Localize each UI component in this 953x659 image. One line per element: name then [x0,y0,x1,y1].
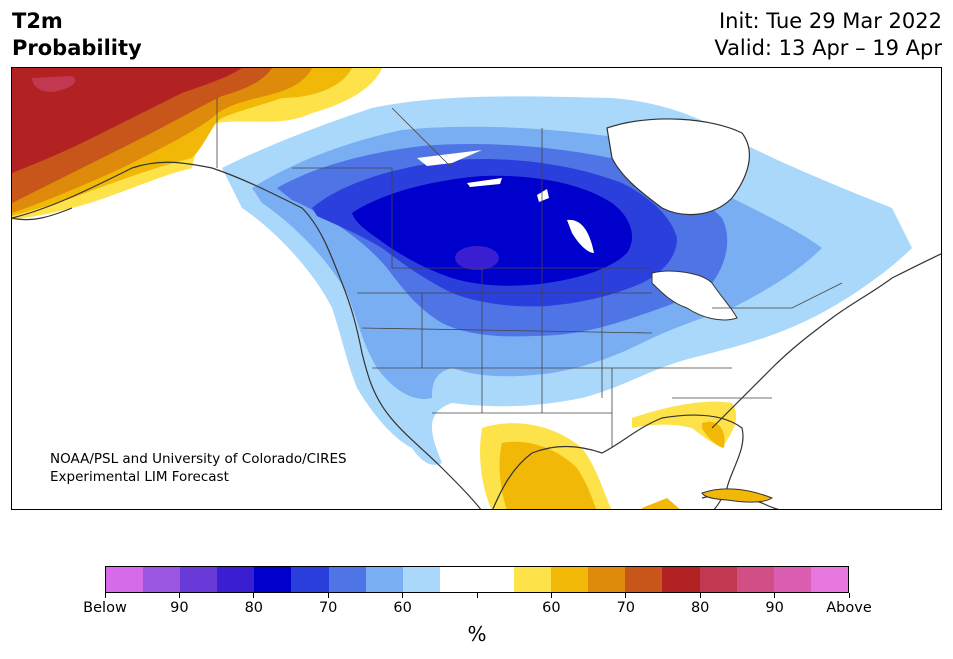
colorbar-tick [774,593,776,598]
colorbar-segment [699,567,737,592]
colorbar-segment [439,567,477,592]
colorbar-tick-label: 80 [690,600,710,616]
political-borders [216,98,843,448]
colorbar-segment [810,567,848,592]
colorbar-tick [699,593,701,598]
colorbar-tick [178,593,180,598]
probability-colorbar [105,566,849,593]
colorbar-tick-label: 70 [318,600,338,616]
colorbar-tick [402,593,404,598]
colorbar-tick-label: Below [83,600,127,616]
colorbar-segment [736,567,774,592]
colorbar-segment [773,567,811,592]
credit-line-1: NOAA/PSL and University of Colorado/CIRE… [50,451,347,467]
colorbar-segment [365,567,403,592]
colorbar-tick-label: 90 [765,600,784,616]
colorbar-segment [291,567,329,592]
colorbar-tick [848,593,850,598]
colorbar-segment [180,567,218,592]
colorbar-segment [143,567,181,592]
colorbar-tick-label: 60 [542,600,561,616]
colorbar-unit: % [467,622,487,646]
colorbar-segment [106,567,144,592]
colorbar-tick [327,593,329,598]
colorbar-segment [588,567,626,592]
colorbar-tick [476,593,478,598]
colorbar-segment [662,567,700,592]
colorbar-tick-label: 90 [170,600,189,616]
colorbar-tick [625,593,627,598]
map-graphic [12,68,941,509]
forecast-map: NOAA/PSL and University of Colorado/CIRE… [11,67,942,510]
data-credit: NOAA/PSL and University of Colorado/CIRE… [50,450,347,486]
colorbar-segment [254,567,292,592]
title-line-1: T2m [12,9,63,33]
title-line-2: Probability [12,36,142,60]
colorbar-segment [514,567,552,592]
colorbar-tick-label: 60 [393,600,412,616]
colorbar-segment [402,567,440,592]
colorbar-segment [551,567,589,592]
init-date: Init: Tue 29 Mar 2022 [718,9,942,33]
colorbar-segment [476,567,515,592]
credit-line-2: Experimental LIM Forecast [50,469,229,485]
colorbar-tick [253,593,255,598]
forecast-dates: Init: Tue 29 Mar 2022 Valid: 13 Apr – 19… [714,8,942,62]
colorbar-segment [217,567,255,592]
colorbar-tick-label: 80 [244,600,264,616]
colorbar-tick [550,593,552,598]
colorbar-segment [328,567,366,592]
colorbar-tick-label: Above [826,600,872,616]
colorbar-tick-label: 70 [616,600,636,616]
colorbar-tick [104,593,106,598]
hudson-bay [607,118,750,215]
valid-date: Valid: 13 Apr – 19 Apr [714,36,942,60]
colorbar-segment [625,567,663,592]
title: T2m Probability [12,8,142,62]
